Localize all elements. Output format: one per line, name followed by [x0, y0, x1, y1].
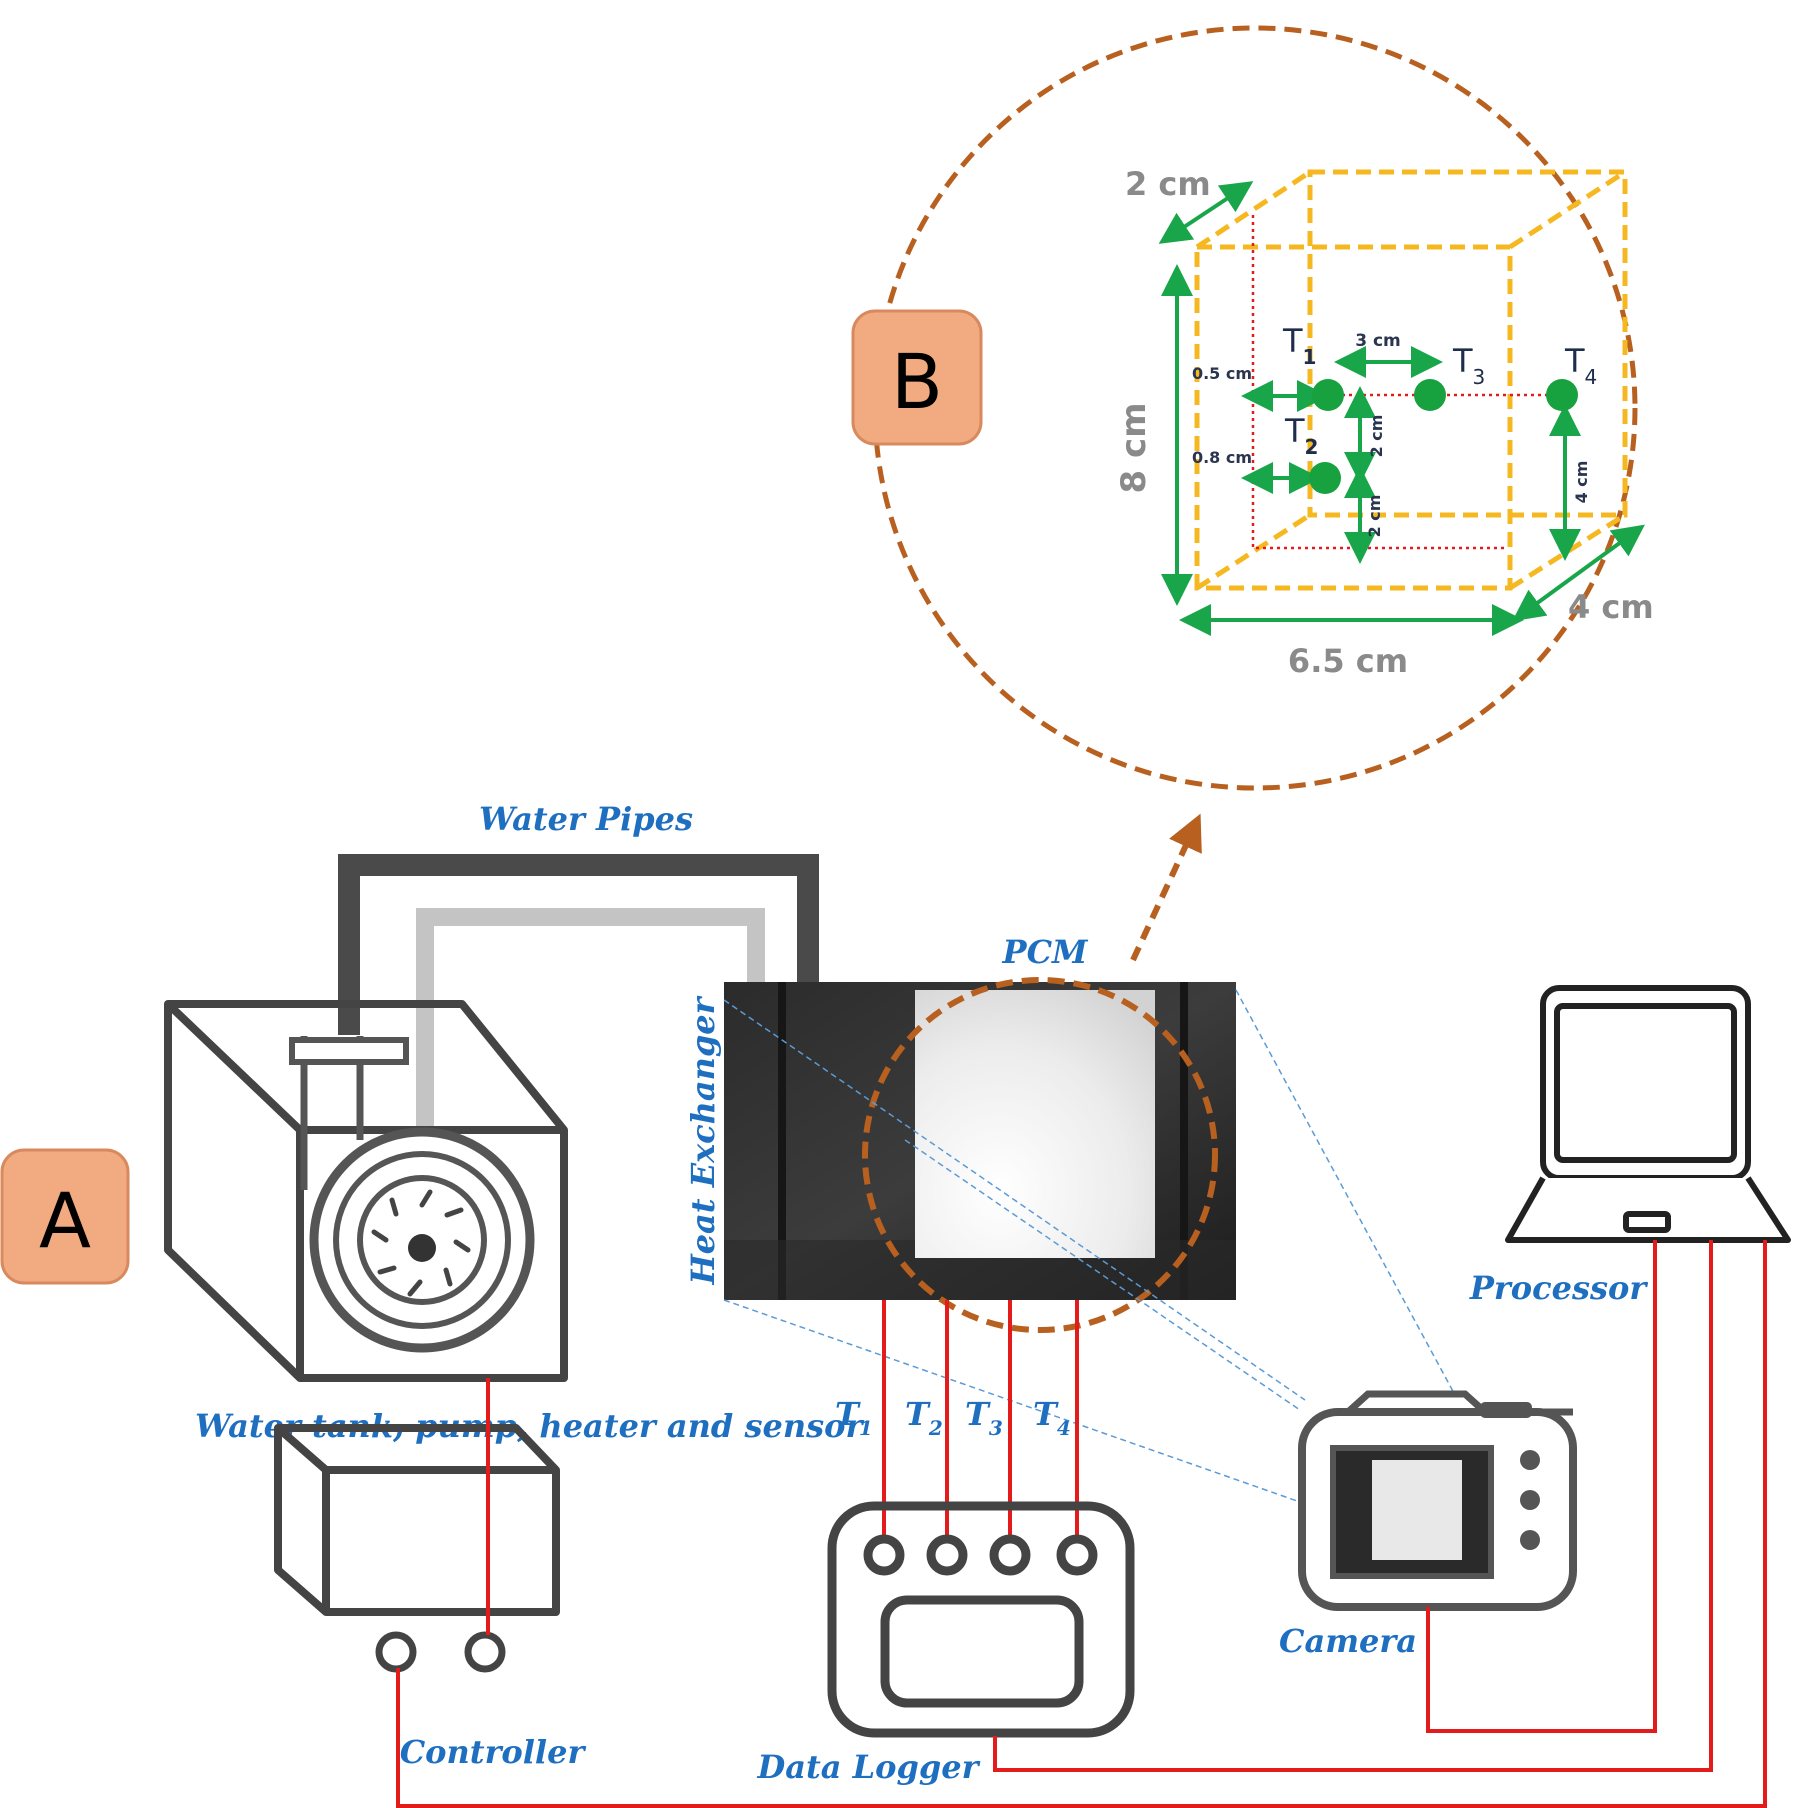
wire-label-t3: T3 [965, 1395, 1003, 1440]
controller-dial-1 [375, 1631, 417, 1673]
panel-a-letter: A [39, 1176, 91, 1265]
dim-height: 8 cm [1114, 402, 1154, 493]
probe-t4-dot [1546, 379, 1578, 411]
probe-t1-label: T1 [1282, 322, 1316, 369]
wire-label-t2: T2 [905, 1395, 943, 1440]
probe-t2-label: T2 [1284, 412, 1318, 459]
pcm-highlight-circle [862, 977, 1218, 1333]
data-logger [827, 1501, 1135, 1738]
zoom-panel: T1 T2 T3 T4 2 cm 8 cm 6.5 cm 4 cm 3 cm 0… [872, 25, 1654, 791]
dim-t1-offset: 0.5 cm [1192, 364, 1252, 383]
controller [274, 1424, 560, 1616]
heat-exchanger-label: Heat Exchanger [684, 995, 722, 1285]
probe-t1-dot [1312, 379, 1344, 411]
logger-port-4 [1056, 1534, 1098, 1576]
dim-t1-t3: 3 cm [1355, 331, 1401, 351]
water-tank [164, 1000, 568, 1382]
controller-front-dials [375, 1631, 506, 1673]
thermocouple-labels: T1 T2 T3 T4 [835, 1395, 1071, 1440]
dim-t4-bottom: 4 cm [1572, 461, 1591, 504]
panel-a-badge: A [0, 1148, 130, 1285]
wire-label-t4: T4 [1033, 1395, 1071, 1440]
dimension-arrows [1158, 181, 1645, 636]
dim-t2-offset: 0.8 cm [1192, 448, 1252, 467]
panel-b-badge: B [851, 309, 983, 446]
logger-port-3 [989, 1534, 1031, 1576]
wire-label-t1: T1 [835, 1395, 873, 1440]
processor-label: Processor [1469, 1269, 1648, 1307]
probe-t2-dot [1309, 462, 1341, 494]
pump-icon [289, 1036, 535, 1353]
controller-dial-2 [464, 1631, 506, 1673]
reference-guides [1251, 215, 1562, 550]
zoom-circle [872, 25, 1638, 791]
dim-width: 6.5 cm [1288, 642, 1408, 680]
dim-t1-t2: 2 cm [1367, 415, 1386, 458]
logger-port-1 [863, 1534, 905, 1576]
data-logger-label: Data Logger [757, 1748, 981, 1786]
laptop-icon [1505, 985, 1791, 1243]
water-pipes-label: Water Pipes [479, 800, 693, 838]
zoom-arrow [1130, 813, 1202, 962]
heat-exchanger [724, 982, 1236, 1300]
probe-t4-label: T4 [1564, 342, 1597, 389]
pcm-label: PCM [1002, 933, 1090, 971]
signal-wires [396, 1240, 1767, 1808]
water-pipes [338, 854, 819, 1130]
dim-t2-bottom: 2 cm [1365, 495, 1384, 538]
pcm-sample [915, 990, 1155, 1258]
probe-t3-dot [1414, 379, 1446, 411]
controller-label: Controller [400, 1733, 587, 1771]
panel-b-letter: B [891, 337, 943, 426]
probe-t3-label: T3 [1452, 342, 1485, 389]
camera-label: Camera [1279, 1622, 1417, 1660]
dim-depth-top: 2 cm [1125, 165, 1211, 203]
camera-icon [1298, 1390, 1577, 1611]
logger-port-2 [926, 1534, 968, 1576]
dim-depth-bottom: 4 cm [1568, 588, 1654, 626]
